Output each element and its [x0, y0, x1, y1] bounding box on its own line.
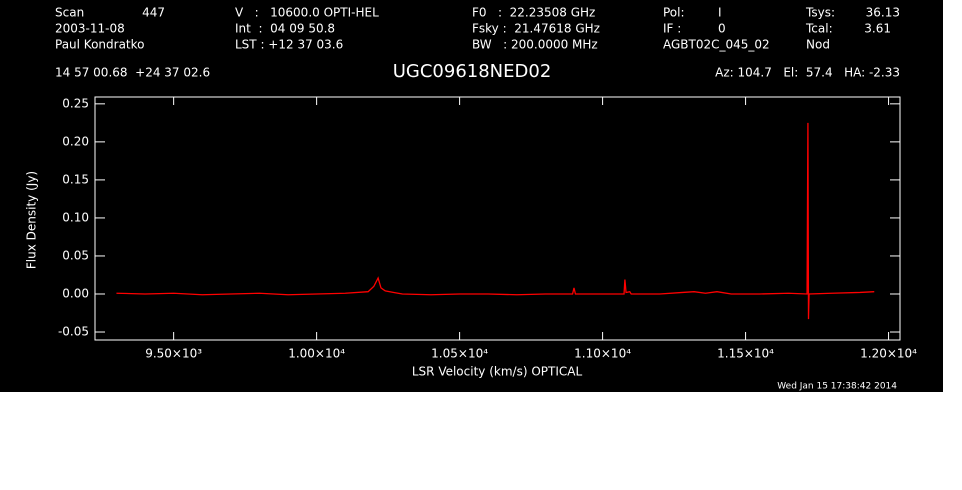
header-field: Fsky : 21.47618 GHz: [472, 22, 600, 36]
x-tick-label: 1.05×10⁴: [431, 347, 488, 361]
header-field: Tsys:: [805, 6, 835, 20]
header-field: BW : 200.0000 MHz: [472, 38, 598, 52]
y-tick-label: 0.10: [62, 210, 89, 224]
timestamp: Wed Jan 15 17:38:42 2014: [777, 382, 897, 392]
header-field: LST : +12 37 03.6: [235, 38, 343, 52]
header-field: I: [718, 6, 722, 20]
header-field: 0: [718, 22, 726, 36]
y-tick-label: 0.05: [62, 248, 89, 262]
plot-frame: [94, 96, 901, 341]
y-tick-label: 0.00: [62, 286, 89, 300]
header-field: 36.13: [866, 6, 900, 20]
header-field: 14 57 00.68 +24 37 02.6: [55, 66, 210, 80]
x-tick-label: 1.15×10⁴: [717, 347, 774, 361]
plot-background: [0, 0, 943, 392]
y-tick-label: 0.15: [62, 172, 89, 186]
header-field: 3.61: [864, 22, 891, 36]
header-field: Pol:: [663, 6, 685, 20]
header-field: Tcal:: [805, 22, 833, 36]
header-field: V : 10600.0 OPTI-HEL: [235, 6, 379, 20]
header-field: Nod: [806, 38, 830, 52]
header-field: Int : 04 09 50.8: [235, 22, 335, 36]
x-tick-label: 1.00×10⁴: [288, 347, 345, 361]
y-tick-label: -0.05: [58, 325, 89, 339]
header-field: 447: [142, 6, 165, 20]
y-tick-label: 0.20: [62, 134, 89, 148]
y-axis-label: Flux Density (Jy): [25, 171, 39, 269]
header-field: F0 : 22.23508 GHz: [472, 6, 595, 20]
x-axis-label: LSR Velocity (km/s) OPTICAL: [412, 365, 583, 379]
header-field: Az: 104.7 El: 57.4 HA: -2.33: [715, 66, 900, 80]
x-tick-label: 1.20×10⁴: [860, 347, 917, 361]
header-field: IF :: [663, 22, 681, 36]
x-tick-label: 1.10×10⁴: [574, 347, 631, 361]
y-tick-label: 0.25: [62, 96, 89, 110]
header-field: AGBT02C_045_02: [663, 38, 770, 52]
header-field: 2003-11-08: [55, 22, 125, 36]
header-field: Paul Kondratko: [55, 38, 145, 52]
header-field: Scan: [55, 6, 84, 20]
chart-title: UGC09618NED02: [393, 61, 552, 82]
x-tick-label: 9.50×10³: [145, 347, 202, 361]
spectrum-line: [116, 122, 875, 320]
